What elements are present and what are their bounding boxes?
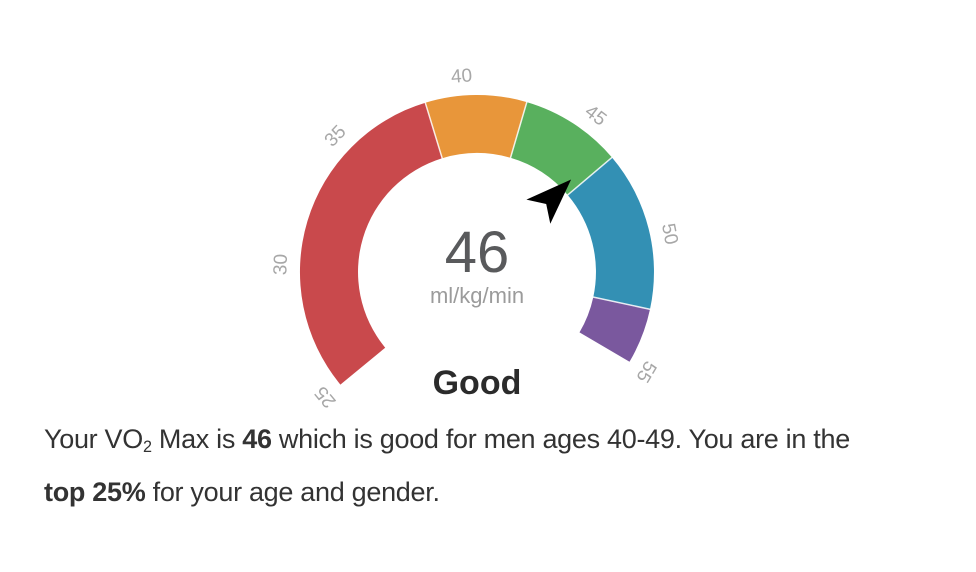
text-span: for your age and gender. — [145, 477, 440, 507]
gauge-segment-separators — [424, 100, 652, 311]
tick-label: 35 — [321, 121, 351, 151]
gauge-segment — [299, 102, 443, 385]
tick-label: 45 — [581, 101, 611, 131]
tick-label: 30 — [270, 254, 292, 276]
description-line: top 25% for your age and gender. — [44, 468, 974, 517]
segment-separator — [566, 156, 614, 197]
gauge-segment — [510, 102, 612, 195]
text-span: Your VO — [44, 424, 143, 454]
tick-label: 50 — [657, 222, 682, 247]
tick-label: 40 — [450, 65, 473, 88]
gauge-segment — [425, 94, 527, 159]
description-text: Your VO2 Max is 46 which is good for men… — [44, 415, 974, 517]
gauge-rating-label: Good — [432, 364, 522, 402]
text-span: which is good for men ages 40-49. You ar… — [271, 424, 850, 454]
segment-separator — [509, 100, 528, 160]
gauge-segment — [567, 157, 654, 310]
description-line: Your VO2 Max is 46 which is good for men… — [44, 415, 974, 468]
gauge-unit: ml/kg/min — [429, 283, 525, 308]
segment-separator — [592, 296, 652, 311]
gauge-value: 46 — [444, 220, 510, 285]
gauge-segment — [579, 297, 650, 362]
segment-separator — [424, 101, 444, 160]
text-span: Max is — [151, 424, 243, 454]
text-span: top 25% — [44, 477, 146, 507]
gauge-needle-icon — [526, 179, 572, 224]
text-span: 46 — [242, 424, 272, 454]
tick-label: 55 — [631, 357, 660, 386]
text-span: 2 — [142, 437, 152, 456]
gauge-segments — [299, 94, 654, 385]
